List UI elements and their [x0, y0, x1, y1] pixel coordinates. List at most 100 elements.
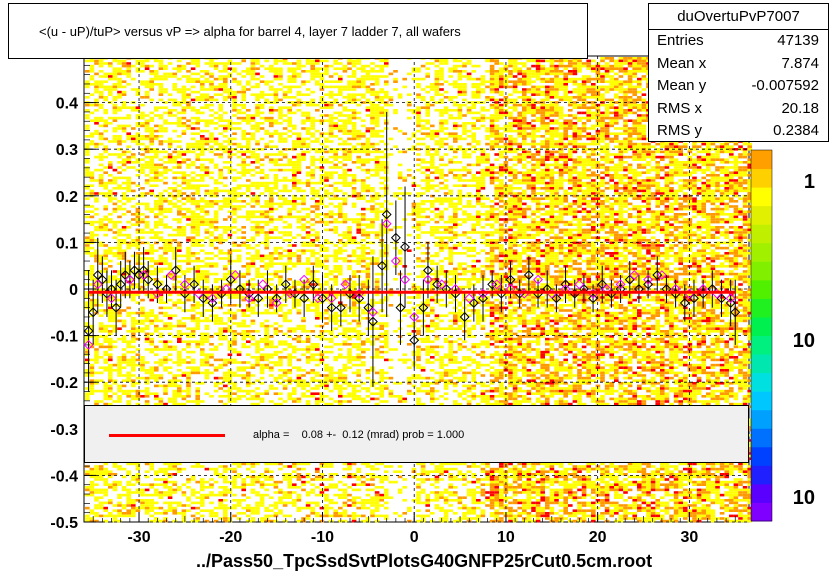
- density-cell: [144, 231, 150, 234]
- density-cell: [333, 270, 338, 273]
- density-cell: [305, 298, 311, 302]
- density-cell: [250, 135, 256, 138]
- density-cell: [117, 252, 122, 255]
- density-cell: [209, 158, 214, 161]
- density-cell: [172, 239, 177, 242]
- density-cell: [333, 493, 338, 497]
- density-cell: [232, 153, 237, 156]
- density-cell: [250, 161, 256, 164]
- density-cell: [204, 353, 210, 356]
- density-cell: [204, 288, 210, 291]
- density-cell: [305, 504, 311, 507]
- density-cell: [319, 519, 325, 523]
- density-cell: [181, 197, 187, 200]
- density-cell: [236, 207, 242, 211]
- density-cell: [144, 392, 150, 395]
- density-cell: [103, 249, 108, 252]
- density-cell: [144, 257, 150, 260]
- density-cell: [278, 283, 283, 286]
- density-cell: [172, 285, 177, 289]
- density-cell: [200, 184, 205, 187]
- density-cell: [264, 488, 269, 492]
- density-cell: [89, 119, 95, 122]
- density-cell: [98, 470, 104, 473]
- density-cell: [167, 340, 173, 343]
- density-cell: [94, 145, 99, 148]
- density-cell: [227, 200, 233, 203]
- density-cell: [305, 88, 311, 91]
- density-cell: [269, 124, 274, 128]
- density-cell: [287, 496, 292, 499]
- density-cell: [213, 218, 219, 221]
- density-cell: [167, 353, 173, 356]
- density-cell: [144, 379, 150, 382]
- density-cell: [269, 254, 274, 258]
- density-cell: [255, 348, 260, 351]
- density-cell: [232, 103, 237, 107]
- density-cell: [259, 168, 265, 172]
- density-cell: [108, 77, 113, 81]
- density-cell: [121, 129, 127, 133]
- density-cell: [131, 241, 136, 245]
- density-cell: [282, 374, 288, 377]
- density-cell: [213, 369, 219, 372]
- density-cell: [190, 317, 196, 320]
- density-cell: [108, 189, 113, 193]
- density-cell: [112, 514, 118, 518]
- density-cell: [112, 345, 118, 349]
- density-cell: [172, 491, 177, 494]
- density-cell: [278, 324, 283, 328]
- density-cell: [319, 514, 325, 518]
- density-cell: [94, 278, 99, 281]
- density-cell: [324, 387, 329, 390]
- density-cell: [213, 67, 219, 70]
- density-cell: [250, 59, 256, 63]
- density-cell: [246, 361, 251, 364]
- density-cell: [126, 293, 131, 297]
- density-cell: [117, 93, 122, 96]
- density-cell: [172, 301, 177, 304]
- density-cell: [264, 132, 269, 135]
- density-cell: [264, 98, 269, 102]
- density-cell: [301, 382, 306, 385]
- density-cell: [167, 324, 173, 328]
- density-cell: [103, 467, 108, 471]
- density-cell: [94, 168, 99, 172]
- density-cell: [328, 501, 334, 505]
- density-cell: [328, 241, 334, 245]
- density-cell: [186, 75, 191, 78]
- density-cell: [333, 483, 338, 486]
- density-cell: [282, 504, 288, 507]
- density-cell: [158, 231, 164, 234]
- density-cell: [204, 358, 210, 362]
- density-cell: [98, 85, 104, 89]
- density-cell: [186, 496, 191, 499]
- density-cell: [158, 75, 164, 78]
- density-cell: [181, 213, 187, 216]
- density-cell: [255, 350, 260, 354]
- density-cell: [94, 207, 99, 211]
- density-cell: [287, 179, 292, 182]
- density-cell: [319, 317, 325, 320]
- density-cell: [223, 504, 228, 507]
- density-cell: [213, 384, 219, 388]
- density-cell: [108, 161, 113, 164]
- density-cell: [259, 275, 265, 278]
- density-cell: [167, 382, 173, 385]
- density-cell: [333, 379, 338, 382]
- density-cell: [269, 116, 274, 120]
- density-cell: [250, 72, 256, 76]
- density-cell: [338, 127, 343, 130]
- density-cell: [98, 241, 104, 245]
- density-cell: [177, 486, 182, 489]
- density-cell: [177, 350, 182, 354]
- density-cell: [227, 491, 233, 494]
- density-cell: [324, 228, 329, 232]
- density-cell: [292, 330, 297, 333]
- density-cell: [149, 257, 154, 260]
- density-cell: [144, 509, 150, 512]
- density-cell: [264, 478, 269, 481]
- density-cell: [190, 171, 196, 174]
- density-cell: [209, 62, 214, 65]
- density-cell: [94, 348, 99, 351]
